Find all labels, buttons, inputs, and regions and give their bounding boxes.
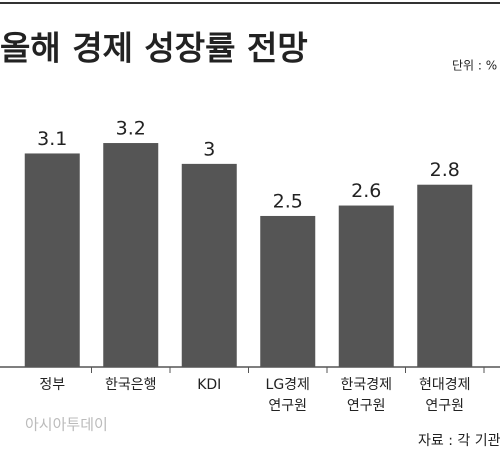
bar <box>24 153 80 367</box>
x-tick-label: 한국은행 <box>105 377 157 393</box>
value-label: 3 <box>203 138 215 160</box>
bar <box>103 143 159 367</box>
value-label: 2.6 <box>351 180 381 202</box>
value-label: 2.8 <box>430 159 460 181</box>
source-note: 자료 : 각 기관 <box>418 433 500 449</box>
bar <box>338 205 394 367</box>
x-tick-label: 한국경제 연구원 <box>340 377 392 414</box>
x-tick-label: 정부 <box>39 377 65 393</box>
value-label: 3.1 <box>37 128 67 150</box>
value-label: 2.5 <box>273 190 303 212</box>
x-tick-label: KDI <box>197 377 221 393</box>
x-tick-label: LG경제 연구원 <box>266 377 310 414</box>
chart-title: 올해 경제 성장률 전망 <box>0 29 308 68</box>
watermark: 아시아투데이 <box>25 416 108 434</box>
x-tick-label: 현대경제 연구원 <box>419 377 471 414</box>
bar <box>260 215 316 367</box>
value-label: 3.2 <box>116 118 146 140</box>
bar <box>417 184 473 367</box>
bar <box>181 163 237 367</box>
unit-label: 단위 : % <box>452 59 497 73</box>
